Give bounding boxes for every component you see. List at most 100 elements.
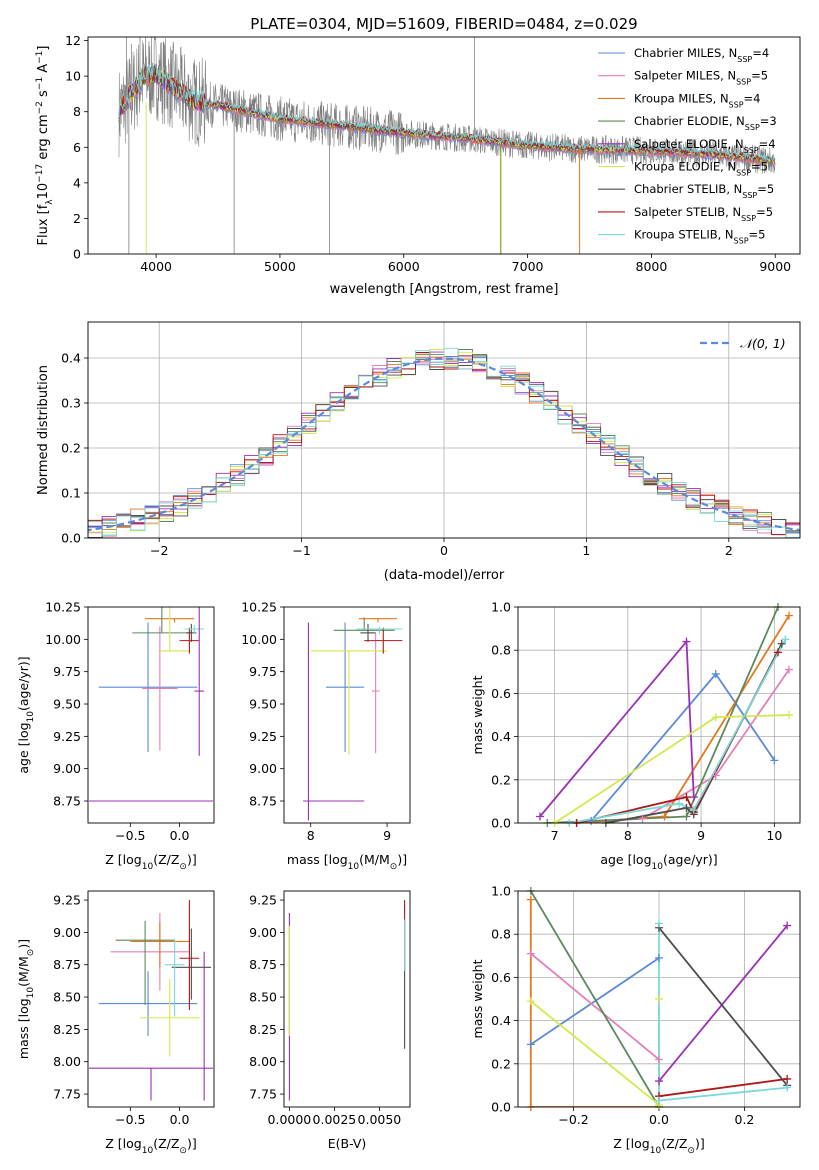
mass-weight-line [658,925,788,1082]
y-tick-label: 8.25 [249,1022,277,1037]
legend-label: Kroupa MILES, NSSP=4 [634,91,760,109]
y-tick-label: 0.0 [491,816,511,831]
y-tick-label: 8.75 [249,794,277,809]
y-tick-label: 0.8 [491,927,511,942]
y-tick-label: 0.1 [61,486,81,501]
x-tick-label: 0.0 [170,1112,190,1127]
x-tick-label: 8000 [636,259,668,274]
y-tick-label: 8.75 [53,957,81,972]
legend-label: Chabrier ELODIE, NSSP=3 [634,114,777,132]
x-tick-label: 1 [582,543,590,558]
legend-label: Salpeter STELIB, NSSP=5 [634,205,773,223]
panel-mass_vs_ebv: 0.0000 0.0025 0.0050 7.75 8.00 8.25 8.50 8.75 9.… [249,890,411,1151]
panel-weight_vs_age: 7 8 9 10 0.0 0.2 0.4 0.6 0.8 1.0 age [log10(age/yr… [470,600,801,872]
mass-weight-marker [785,665,794,674]
mass-weight-marker [526,997,535,1006]
mass-weight-marker [711,713,720,722]
legend-label: Kroupa STELIB, NSSP=5 [634,228,765,246]
mass-weight-marker [526,1040,535,1049]
x-axis-label: Z [log10(Z/Z⊙)] [105,852,196,872]
x-axis-label: mass [log10(M/M⊙)] [287,852,407,872]
mass-weight-marker [535,812,544,821]
x-axis-label: (data-model)/error [384,568,505,583]
legend-label: Kroupa ELODIE, NSSP=5 [634,160,768,178]
y-tick-label: 0.2 [61,441,81,456]
y-tick-label: 1.0 [491,600,511,615]
y-tick-label: 8.75 [53,794,81,809]
y-tick-label: 9.25 [249,893,277,908]
mass-weight-marker [781,635,790,644]
y-tick-label: 0.3 [61,396,81,411]
y-tick-label: 0.4 [61,351,81,366]
plot-area [303,617,403,821]
axes-frame [87,606,215,824]
y-tick-label: 9.25 [249,729,277,744]
legend-label: Chabrier MILES, NSSP=4 [634,46,769,64]
mass-weight-marker [783,1083,792,1092]
x-tick-label: −1 [292,543,310,558]
mass-weight-marker [711,771,720,780]
x-tick-label: −0.5 [115,828,145,843]
y-tick-label: 12 [65,33,81,48]
axes-frame [283,890,411,1108]
mass-weight-line [529,899,659,1107]
mass-weight-marker [711,669,720,678]
y-tick-label: 9.75 [249,664,277,679]
axes-frame [87,321,801,539]
y-tick-label: 8.50 [249,990,277,1005]
x-tick-label: 0.2 [735,1112,755,1127]
x-tick-label: 0.0 [649,1112,669,1127]
y-axis-label: mass weight [470,675,485,754]
y-tick-label: 0.0 [491,1100,511,1115]
panel-mass_vs_Z: −0.5 0.0 7.75 8.00 8.25 8.50 8.75 9.00 9.25 Z [lo… [16,890,215,1156]
plot-area [88,607,214,802]
residual-histogram [88,347,800,538]
y-tick-label: 0.2 [491,772,511,787]
axes-frame [87,36,801,255]
y-tick-label: 8.00 [249,1054,277,1069]
y-axis-label: mass weight [470,959,485,1038]
plot-area [88,900,214,1101]
y-tick-label: 8.75 [249,957,277,972]
mass-weight-marker [682,637,691,646]
y-tick-label: 9.75 [53,664,81,679]
y-tick-label: 8 [73,104,81,119]
y-tick-label: 6 [73,140,81,155]
mass-weight-marker [655,919,663,928]
y-tick-label: 2 [73,211,81,226]
plot-area [88,347,800,538]
legend: Chabrier MILES, NSSP=4 Salpeter MILES, NS… [598,46,777,245]
y-tick-label: 0 [73,247,81,262]
mass-weight-marker [783,921,792,930]
x-axis-label: Z [log10(Z/Z⊙)] [105,1136,196,1156]
y-tick-label: 9.50 [53,697,81,712]
x-tick-label: 7000 [512,259,544,274]
spectrum-data-line [118,37,776,174]
legend-label: 𝒩(0, 1) [740,336,786,351]
y-tick-label: 10.00 [241,632,277,647]
mass-weight-marker [587,816,596,825]
x-tick-label: −2 [150,543,168,558]
x-axis-label: wavelength [Angstrom, rest frame] [330,282,559,297]
y-tick-label: 9.00 [53,925,81,940]
x-axis-label: E(B-V) [328,1136,367,1151]
y-tick-label: 9.50 [249,697,277,712]
y-tick-label: 10.00 [45,632,81,647]
x-tick-label: 8 [624,828,632,843]
y-tick-label: 9.25 [53,729,81,744]
mass-weight-marker [526,949,535,958]
mass-weight-marker [655,953,663,962]
x-tick-label: 0 [440,543,448,558]
model-spectrum-line [118,65,776,165]
y-tick-label: 9.00 [249,925,277,940]
y-tick-label: 9.00 [53,761,81,776]
mass-weight-line [530,957,660,1046]
x-tick-label: 2 [725,543,733,558]
y-axis-label: mass [log10(M/M⊙)] [16,939,36,1059]
x-tick-label: 9 [697,828,705,843]
mass-weight-marker [777,639,786,648]
y-tick-label: 1.0 [491,884,511,899]
mass-weight-marker [660,812,669,821]
x-tick-label: −0.2 [558,1112,588,1127]
x-tick-label: 0.0000 [268,1112,312,1127]
